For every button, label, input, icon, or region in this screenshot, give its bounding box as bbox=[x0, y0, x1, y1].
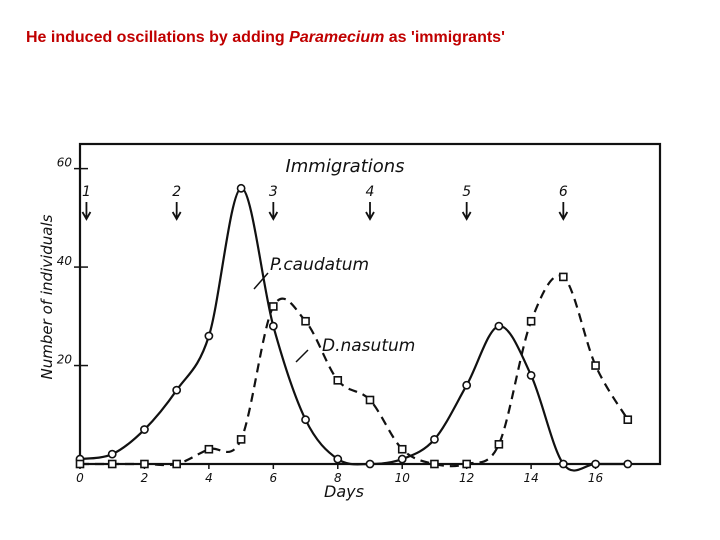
d-nasutum-point bbox=[494, 440, 504, 449]
p-caudatum-point bbox=[236, 183, 246, 193]
d-nasutum-point bbox=[526, 316, 536, 326]
p-caudatum-point bbox=[430, 434, 439, 444]
immigration-label: 1 bbox=[82, 184, 91, 200]
x-tick-label: 2 bbox=[141, 471, 149, 485]
x-tick-label: 16 bbox=[588, 471, 604, 485]
d-nasutum-point bbox=[75, 459, 85, 469]
chart-title: Immigrations bbox=[285, 156, 404, 177]
y-axis-label: Number of individuals bbox=[38, 214, 56, 379]
d-nasutum-point bbox=[140, 459, 149, 469]
immigration-arrow-head bbox=[558, 211, 569, 221]
series-label-d-nasutum: D.nasutum bbox=[322, 336, 415, 356]
immigration-arrow-head bbox=[171, 211, 182, 221]
d-nasutum-point bbox=[365, 395, 375, 405]
p-caudatum-point bbox=[494, 321, 504, 331]
slide-title-italic: Paramecium bbox=[289, 29, 385, 46]
immigration-label: 2 bbox=[172, 184, 181, 200]
p-caudatum-point bbox=[172, 385, 182, 395]
d-nasutum-point bbox=[236, 435, 246, 444]
p-caudatum-point bbox=[526, 370, 536, 380]
x-tick-label: 0 bbox=[76, 471, 84, 485]
x-tick-label: 8 bbox=[334, 471, 342, 485]
d-nasutum-point bbox=[559, 272, 568, 282]
p-caudatum-point bbox=[204, 331, 214, 341]
d-nasutum-point bbox=[623, 415, 633, 424]
p-caudatum-point bbox=[301, 415, 310, 425]
d-nasutum-point bbox=[397, 444, 407, 454]
x-axis-label: Days bbox=[324, 482, 364, 501]
d-nasutum-point bbox=[204, 444, 214, 454]
p-caudatum-point bbox=[268, 321, 278, 331]
series-points bbox=[75, 183, 633, 469]
chart-frame bbox=[78, 142, 662, 466]
d-nasutum-label-pointer bbox=[295, 349, 309, 363]
slide-title: He induced oscillations by adding Parame… bbox=[26, 29, 505, 47]
d-nasutum-point bbox=[301, 316, 310, 326]
x-tick-label: 6 bbox=[270, 471, 278, 485]
y-tick-label: 60 bbox=[57, 156, 73, 170]
d-nasutum-point bbox=[172, 459, 181, 469]
d-nasutum-point bbox=[269, 302, 278, 311]
d-nasutum-point bbox=[333, 376, 343, 385]
d-nasutum-point bbox=[462, 459, 471, 469]
p-caudatum-point bbox=[558, 459, 568, 469]
d-nasutum-point bbox=[430, 459, 439, 469]
y-tick-label: 20 bbox=[57, 353, 73, 367]
immigration-arrow-head bbox=[461, 211, 472, 221]
immigration-label: 4 bbox=[366, 184, 375, 200]
x-tick-label: 14 bbox=[523, 471, 538, 485]
p-caudatum-point bbox=[591, 459, 600, 469]
immigration-arrow-head bbox=[81, 211, 92, 221]
immigration-arrows: 1 2 3 4 5 6 bbox=[81, 184, 569, 221]
slide-title-text: He induced oscillations by adding bbox=[26, 29, 290, 46]
immigration-arrow-head bbox=[365, 211, 375, 221]
p-caudatum-label-pointer bbox=[253, 272, 269, 290]
p-caudatum-point bbox=[462, 380, 472, 390]
d-nasutum-point bbox=[107, 459, 117, 469]
series-label-p-caudatum: P.caudatum bbox=[270, 255, 369, 275]
slide-title-suffix: as 'immigrants' bbox=[384, 29, 505, 46]
immigration-label: 6 bbox=[559, 184, 568, 200]
immigration-arrow-head bbox=[268, 211, 279, 221]
y-tick-label: 40 bbox=[57, 254, 73, 268]
p-caudatum-point bbox=[623, 459, 633, 469]
p-caudatum-point bbox=[107, 449, 117, 459]
p-caudatum-point bbox=[333, 454, 343, 464]
p-caudatum-point bbox=[365, 459, 375, 469]
immigration-label: 5 bbox=[462, 184, 471, 200]
x-tick-label: 12 bbox=[459, 471, 474, 485]
d-nasutum-point bbox=[591, 361, 600, 370]
x-tick-label: 4 bbox=[205, 471, 213, 485]
p-caudatum-point bbox=[140, 425, 149, 434]
p-caudatum-point bbox=[397, 454, 407, 464]
x-tick-label: 10 bbox=[395, 471, 411, 485]
immigration-label: 3 bbox=[269, 184, 278, 200]
